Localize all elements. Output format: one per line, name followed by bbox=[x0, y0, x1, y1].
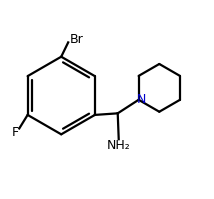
Text: Br: Br bbox=[69, 33, 83, 47]
Text: N: N bbox=[137, 93, 146, 105]
Text: F: F bbox=[12, 126, 19, 139]
Text: NH₂: NH₂ bbox=[107, 139, 131, 152]
